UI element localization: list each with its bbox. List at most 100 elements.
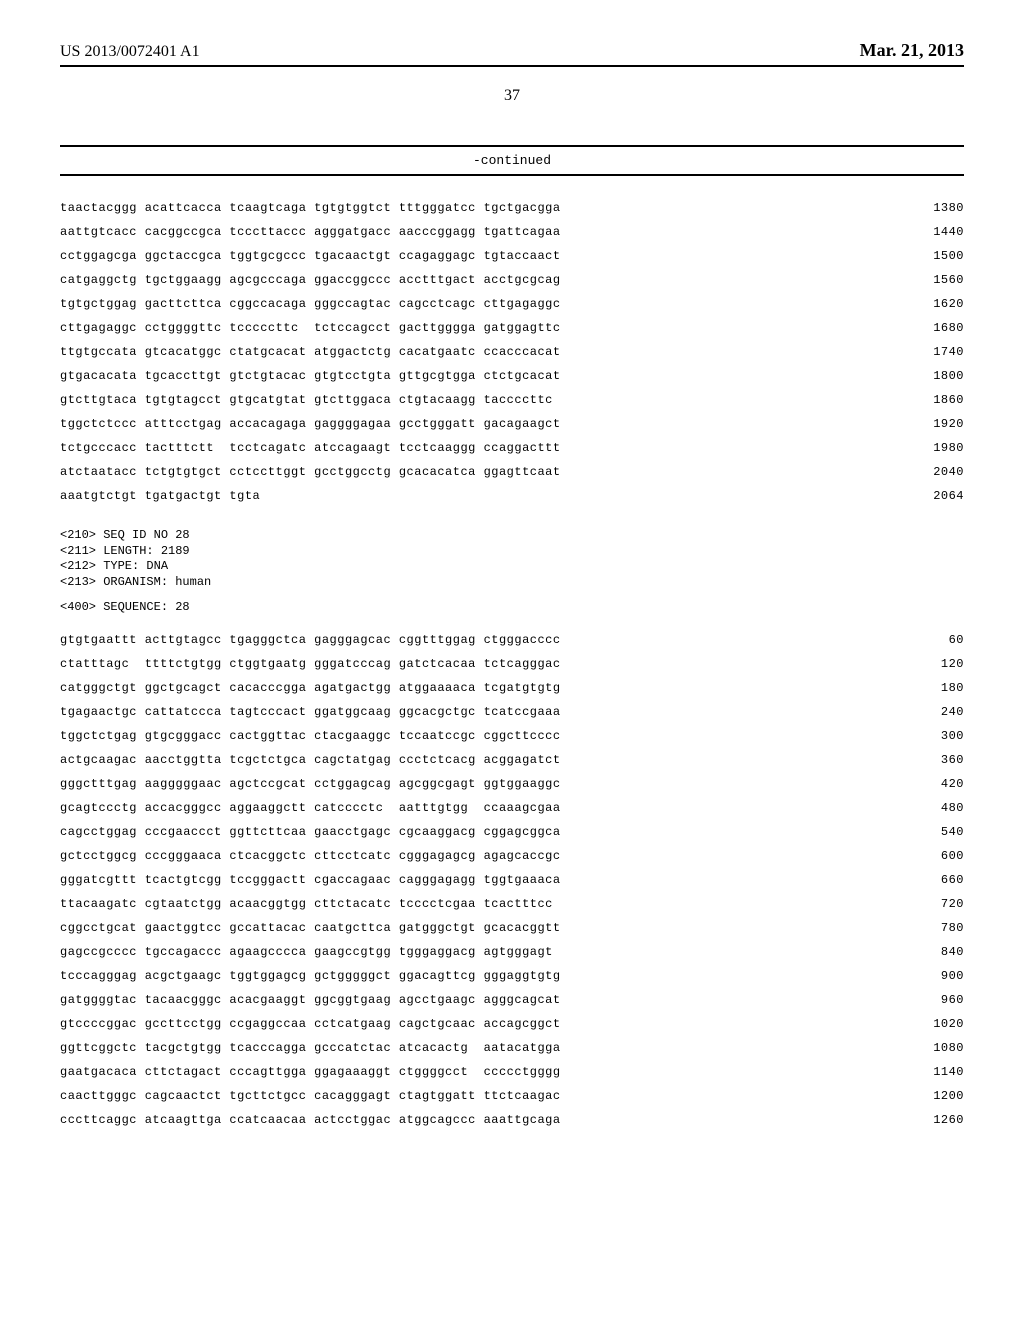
sequence-position: 480 xyxy=(884,796,964,820)
sequence-position: 1380 xyxy=(884,196,964,220)
sequence-groups: gtgacacata tgcaccttgt gtctgtacac gtgtcct… xyxy=(60,364,561,388)
continued-label: -continued xyxy=(60,145,964,176)
sequence-line: tggctctccc atttcctgag accacagaga gagggga… xyxy=(60,412,964,436)
sequence-groups: gaatgacaca cttctagact cccagttgga ggagaaa… xyxy=(60,1060,561,1084)
sequence-groups: cctggagcga ggctaccgca tggtgcgccc tgacaac… xyxy=(60,244,561,268)
sequence-groups: aattgtcacc cacggccgca tcccttaccc agggatg… xyxy=(60,220,561,244)
sequence-line: ttgtgccata gtcacatggc ctatgcacat atggact… xyxy=(60,340,964,364)
sequence-groups: gcagtccctg accacgggcc aggaaggctt catcccc… xyxy=(60,796,561,820)
sequence-line: ttacaagatc cgtaatctgg acaacggtgg cttctac… xyxy=(60,892,964,916)
sequence-position: 180 xyxy=(884,676,964,700)
sequence-block-top: taactacggg acattcacca tcaagtcaga tgtgtgg… xyxy=(60,196,964,508)
sequence-position: 420 xyxy=(884,772,964,796)
sequence-line: gggctttgag aagggggaac agctccgcat cctggag… xyxy=(60,772,964,796)
sequence-groups: gctcctggcg cccgggaaca ctcacggctc cttcctc… xyxy=(60,844,561,868)
page-header: US 2013/0072401 A1 Mar. 21, 2013 xyxy=(60,40,964,67)
sequence-position: 600 xyxy=(884,844,964,868)
sequence-groups: gggatcgttt tcactgtcgg tccgggactt cgaccag… xyxy=(60,868,561,892)
sequence-line: tgagaactgc cattatccca tagtcccact ggatggc… xyxy=(60,700,964,724)
sequence-line: caacttgggc cagcaactct tgcttctgcc cacaggg… xyxy=(60,1084,964,1108)
sequence-line: gggatcgttt tcactgtcgg tccgggactt cgaccag… xyxy=(60,868,964,892)
sequence-position: 1560 xyxy=(884,268,964,292)
sequence-line: gaatgacaca cttctagact cccagttgga ggagaaa… xyxy=(60,1060,964,1084)
sequence-metadata: <210> SEQ ID NO 28 <211> LENGTH: 2189 <2… xyxy=(60,528,964,590)
sequence-groups: gagccgcccc tgccagaccc agaagcccca gaagccg… xyxy=(60,940,561,964)
sequence-position: 960 xyxy=(884,988,964,1012)
sequence-groups: gtccccggac gccttcctgg ccgaggccaa cctcatg… xyxy=(60,1012,561,1036)
sequence-line: tcccagggag acgctgaagc tggtggagcg gctgggg… xyxy=(60,964,964,988)
sequence-position: 360 xyxy=(884,748,964,772)
sequence-groups: gtgtgaattt acttgtagcc tgagggctca gagggag… xyxy=(60,628,561,652)
sequence-groups: ctatttagc ttttctgtgg ctggtgaatg gggatccc… xyxy=(60,652,561,676)
sequence-groups: gggctttgag aagggggaac agctccgcat cctggag… xyxy=(60,772,561,796)
sequence-position: 2064 xyxy=(884,484,964,508)
sequence-line: tctgcccacc tactttctt tcctcagatc atccagaa… xyxy=(60,436,964,460)
sequence-position: 840 xyxy=(884,940,964,964)
sequence-position: 1200 xyxy=(884,1084,964,1108)
sequence-line: ggttcggctc tacgctgtgg tcacccagga gcccatc… xyxy=(60,1036,964,1060)
sequence-line: cagcctggag cccgaaccct ggttcttcaa gaacctg… xyxy=(60,820,964,844)
sequence-groups: tggctctccc atttcctgag accacagaga gagggga… xyxy=(60,412,561,436)
sequence-position: 1140 xyxy=(884,1060,964,1084)
sequence-line: actgcaagac aacctggtta tcgctctgca cagctat… xyxy=(60,748,964,772)
sequence-groups: actgcaagac aacctggtta tcgctctgca cagctat… xyxy=(60,748,561,772)
sequence-groups: tgagaactgc cattatccca tagtcccact ggatggc… xyxy=(60,700,561,724)
sequence-position: 1740 xyxy=(884,340,964,364)
sequence-line: catgggctgt ggctgcagct cacacccgga agatgac… xyxy=(60,676,964,700)
sequence-line: tgtgctggag gacttcttca cggccacaga gggccag… xyxy=(60,292,964,316)
sequence-position: 1800 xyxy=(884,364,964,388)
sequence-groups: atctaatacc tctgtgtgct cctccttggt gcctggc… xyxy=(60,460,561,484)
sequence-position: 1080 xyxy=(884,1036,964,1060)
sequence-block-bottom: gtgtgaattt acttgtagcc tgagggctca gagggag… xyxy=(60,628,964,1132)
publication-date: Mar. 21, 2013 xyxy=(860,40,964,61)
sequence-position: 1620 xyxy=(884,292,964,316)
sequence-groups: cagcctggag cccgaaccct ggttcttcaa gaacctg… xyxy=(60,820,561,844)
sequence-line: tggctctgag gtgcgggacc cactggttac ctacgaa… xyxy=(60,724,964,748)
sequence-groups: cttgagaggc cctggggttc tcccccttc tctccagc… xyxy=(60,316,561,340)
sequence-groups: aaatgtctgt tgatgactgt tgta xyxy=(60,484,306,508)
sequence-line: aaatgtctgt tgatgactgt tgta 2064 xyxy=(60,484,964,508)
sequence-line: gctcctggcg cccgggaaca ctcacggctc cttcctc… xyxy=(60,844,964,868)
page-number: 37 xyxy=(60,87,964,105)
sequence-line: ctatttagc ttttctgtgg ctggtgaatg gggatccc… xyxy=(60,652,964,676)
sequence-position: 120 xyxy=(884,652,964,676)
sequence-position: 1920 xyxy=(884,412,964,436)
sequence-position: 900 xyxy=(884,964,964,988)
sequence-header: <400> SEQUENCE: 28 xyxy=(60,600,964,614)
sequence-position: 1680 xyxy=(884,316,964,340)
sequence-groups: tgtgctggag gacttcttca cggccacaga gggccag… xyxy=(60,292,561,316)
sequence-groups: tctgcccacc tactttctt tcctcagatc atccagaa… xyxy=(60,436,561,460)
sequence-position: 540 xyxy=(884,820,964,844)
sequence-line: cccttcaggc atcaagttga ccatcaacaa actcctg… xyxy=(60,1108,964,1132)
sequence-line: cctggagcga ggctaccgca tggtgcgccc tgacaac… xyxy=(60,244,964,268)
sequence-line: cggcctgcat gaactggtcc gccattacac caatgct… xyxy=(60,916,964,940)
sequence-position: 660 xyxy=(884,868,964,892)
sequence-groups: gatggggtac tacaacgggc acacgaaggt ggcggtg… xyxy=(60,988,561,1012)
sequence-groups: tcccagggag acgctgaagc tggtggagcg gctgggg… xyxy=(60,964,561,988)
sequence-position: 1500 xyxy=(884,244,964,268)
sequence-groups: cggcctgcat gaactggtcc gccattacac caatgct… xyxy=(60,916,561,940)
sequence-position: 1020 xyxy=(884,1012,964,1036)
sequence-groups: catgaggctg tgctggaagg agcgcccaga ggaccgg… xyxy=(60,268,561,292)
sequence-position: 240 xyxy=(884,700,964,724)
sequence-position: 1980 xyxy=(884,436,964,460)
sequence-position: 1440 xyxy=(884,220,964,244)
sequence-groups: tggctctgag gtgcgggacc cactggttac ctacgaa… xyxy=(60,724,561,748)
sequence-line: aattgtcacc cacggccgca tcccttaccc agggatg… xyxy=(60,220,964,244)
sequence-position: 1860 xyxy=(884,388,964,412)
sequence-position: 780 xyxy=(884,916,964,940)
sequence-line: gatggggtac tacaacgggc acacgaaggt ggcggtg… xyxy=(60,988,964,1012)
sequence-line: cttgagaggc cctggggttc tcccccttc tctccagc… xyxy=(60,316,964,340)
sequence-line: gtgtgaattt acttgtagcc tgagggctca gagggag… xyxy=(60,628,964,652)
sequence-line: catgaggctg tgctggaagg agcgcccaga ggaccgg… xyxy=(60,268,964,292)
sequence-line: gtcttgtaca tgtgtagcct gtgcatgtat gtcttgg… xyxy=(60,388,964,412)
sequence-line: atctaatacc tctgtgtgct cctccttggt gcctggc… xyxy=(60,460,964,484)
sequence-position: 1260 xyxy=(884,1108,964,1132)
sequence-groups: cccttcaggc atcaagttga ccatcaacaa actcctg… xyxy=(60,1108,561,1132)
sequence-groups: catgggctgt ggctgcagct cacacccgga agatgac… xyxy=(60,676,561,700)
sequence-line: gtgacacata tgcaccttgt gtctgtacac gtgtcct… xyxy=(60,364,964,388)
sequence-position: 60 xyxy=(884,628,964,652)
sequence-groups: ggttcggctc tacgctgtgg tcacccagga gcccatc… xyxy=(60,1036,561,1060)
sequence-groups: taactacggg acattcacca tcaagtcaga tgtgtgg… xyxy=(60,196,561,220)
sequence-groups: gtcttgtaca tgtgtagcct gtgcatgtat gtcttgg… xyxy=(60,388,561,412)
